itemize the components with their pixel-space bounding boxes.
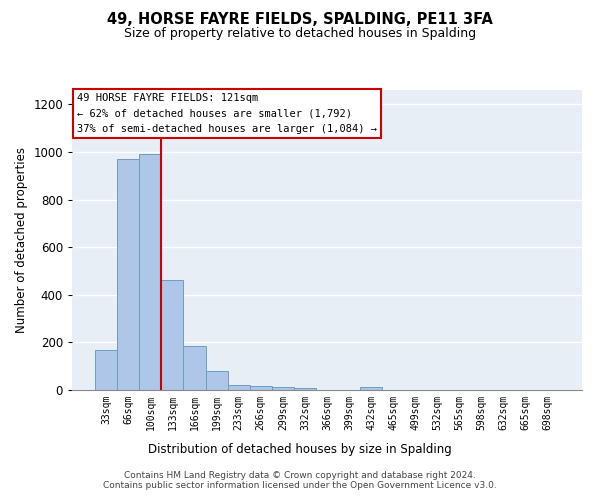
Text: Size of property relative to detached houses in Spalding: Size of property relative to detached ho…: [124, 28, 476, 40]
Bar: [227, 385, 250, 390]
Bar: [272, 388, 294, 390]
Bar: [184, 346, 206, 390]
Y-axis label: Number of detached properties: Number of detached properties: [14, 147, 28, 333]
Bar: [250, 386, 272, 390]
Text: Distribution of detached houses by size in Spalding: Distribution of detached houses by size …: [148, 442, 452, 456]
Bar: [294, 388, 316, 390]
Text: 49 HORSE FAYRE FIELDS: 121sqm
← 62% of detached houses are smaller (1,792)
37% o: 49 HORSE FAYRE FIELDS: 121sqm ← 62% of d…: [77, 93, 377, 134]
Text: 49, HORSE FAYRE FIELDS, SPALDING, PE11 3FA: 49, HORSE FAYRE FIELDS, SPALDING, PE11 3…: [107, 12, 493, 28]
Bar: [360, 387, 382, 390]
Bar: [95, 350, 117, 390]
Bar: [117, 159, 139, 390]
Bar: [161, 280, 184, 390]
Text: Contains HM Land Registry data © Crown copyright and database right 2024.
Contai: Contains HM Land Registry data © Crown c…: [103, 470, 497, 490]
Bar: [139, 154, 161, 390]
Bar: [206, 371, 227, 390]
